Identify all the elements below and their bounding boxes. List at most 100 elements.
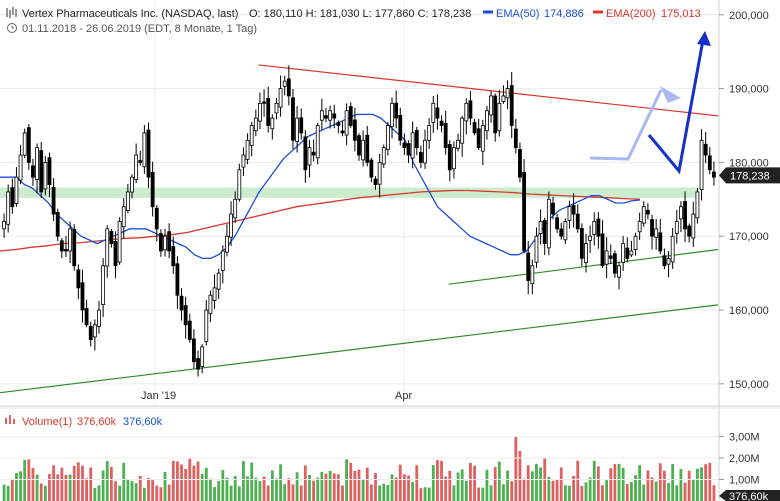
- candle: [80, 269, 85, 323]
- volume-bar: [266, 485, 270, 501]
- price-tick-label: 150,000: [729, 379, 769, 391]
- candle: [183, 296, 188, 339]
- candle-body-down: [571, 205, 576, 215]
- candle: [472, 118, 477, 136]
- candle-body-up: [381, 147, 386, 165]
- volume-bar: [147, 477, 150, 501]
- candle-body-down: [187, 320, 192, 340]
- candle: [204, 300, 209, 346]
- candle: [365, 126, 370, 167]
- candles: [2, 65, 716, 377]
- volume-bar: [497, 461, 501, 501]
- candle-body-up: [101, 265, 106, 306]
- price-tick-label: 170,000: [729, 231, 769, 243]
- candle-body-down: [414, 129, 419, 149]
- volume-bar: [328, 471, 332, 501]
- candle: [150, 161, 155, 217]
- volume-bar: [402, 474, 406, 501]
- candle: [212, 274, 217, 309]
- volume-bar: [374, 473, 377, 501]
- candle: [311, 139, 316, 162]
- candle: [650, 214, 654, 250]
- candle: [600, 220, 605, 269]
- candle: [563, 218, 568, 244]
- volume-bars: [2, 436, 716, 501]
- candle: [361, 130, 366, 167]
- candle-body-up: [208, 294, 213, 315]
- candle: [196, 350, 200, 377]
- volume-bar: [89, 467, 93, 501]
- candle: [22, 128, 27, 158]
- candle: [344, 103, 349, 146]
- candle: [501, 85, 506, 104]
- candle: [629, 240, 634, 258]
- volume-bar: [700, 467, 703, 501]
- volume-bar: [287, 478, 291, 501]
- candle: [476, 118, 481, 150]
- volume-bar: [151, 480, 155, 501]
- candle: [134, 143, 139, 184]
- volume-bar: [460, 469, 464, 501]
- candle-body-down: [542, 220, 547, 245]
- volume-bar: [60, 467, 64, 501]
- volume-bar: [229, 485, 233, 501]
- volume-bar: [683, 482, 687, 501]
- candle: [625, 237, 630, 263]
- candle: [658, 219, 663, 255]
- candle-body-up: [315, 125, 320, 159]
- candle: [117, 217, 122, 265]
- candle: [55, 208, 60, 242]
- candle: [460, 115, 465, 157]
- volume-value-blue: 376,60k: [123, 416, 163, 428]
- candle: [377, 153, 382, 198]
- candle-body-up: [530, 265, 535, 285]
- volume-bar: [163, 471, 167, 501]
- candle-body-down: [84, 308, 89, 326]
- candle-body-down: [266, 98, 271, 126]
- candle: [348, 102, 353, 128]
- volume-bar: [85, 478, 89, 501]
- price-axis: 150,000 160,000 170,000 180,000 190,000 200,0…: [719, 10, 769, 391]
- candle-body-up: [270, 117, 275, 130]
- candle: [47, 152, 52, 198]
- volume-bar: [97, 485, 101, 501]
- candle-body-up: [216, 272, 221, 290]
- candle: [683, 191, 687, 243]
- candle: [286, 65, 291, 106]
- volume-bar: [105, 461, 109, 501]
- candle: [233, 191, 238, 223]
- candle: [253, 109, 258, 137]
- candle: [319, 98, 324, 130]
- candle-body-down: [76, 269, 81, 289]
- candle: [332, 104, 337, 129]
- candle: [142, 125, 147, 174]
- volume-bar: [427, 487, 431, 501]
- volume-bar: [258, 481, 262, 501]
- candle: [691, 201, 696, 247]
- candle: [216, 268, 221, 300]
- candle: [369, 157, 374, 183]
- volume-axis: 3,00M 2,00M 1,00M: [0, 432, 760, 487]
- candle: [179, 288, 184, 321]
- candle: [402, 133, 407, 155]
- projection-arrow-light: [589, 89, 663, 161]
- candle: [192, 329, 196, 369]
- price-tick-label: 180,000: [729, 157, 769, 169]
- candle-body-up: [629, 250, 634, 256]
- candle-body-down: [26, 127, 31, 163]
- candle-body-up: [295, 117, 299, 142]
- candle-body-up: [249, 125, 254, 146]
- volume-bar: [159, 487, 163, 501]
- candle-body-down: [179, 295, 184, 311]
- volume-bar: [56, 474, 60, 501]
- volume-bar: [481, 487, 485, 501]
- candle-body-down: [493, 95, 498, 134]
- candle: [229, 201, 233, 247]
- candle: [637, 212, 642, 241]
- candle-body-up: [497, 102, 502, 132]
- candle-body-down: [291, 97, 295, 141]
- candle: [674, 209, 679, 244]
- volume-bar: [31, 467, 35, 501]
- candle: [534, 227, 539, 268]
- volume-bar: [320, 471, 324, 501]
